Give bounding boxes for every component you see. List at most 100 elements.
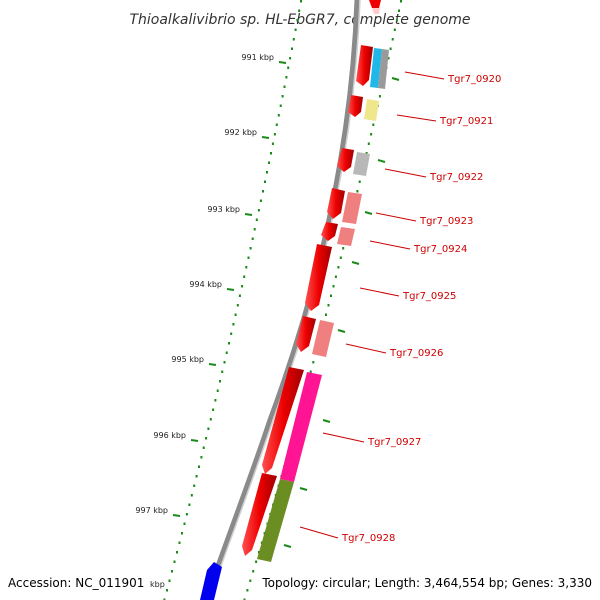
gc-dot [367,142,370,145]
gc-dot [232,323,235,326]
gc-dot [188,503,191,506]
gc-dot [259,199,262,202]
category-bar [353,152,370,176]
gc-dot [257,551,260,554]
gc-tick [299,487,308,491]
gc-dot [190,494,193,497]
gc-dot [252,570,255,573]
gc-dot [193,484,196,487]
gc-dot [243,598,246,600]
category-bar [337,227,355,246]
gc-dot [300,0,302,3]
gc-dot [296,19,299,22]
kbp-label: 992 kbp [224,128,257,137]
category-bar [378,49,389,89]
gc-dot [334,275,337,278]
gc-dot [253,228,256,231]
map-title: Thioalkalivibrio sp. HL-EbGR7, complete … [129,12,470,28]
gc-dot [400,0,402,3]
other-strand-gene [200,562,222,600]
kbp-tick [244,213,253,216]
cds-arrow [296,316,316,352]
kbp-tick [226,288,235,291]
gc-dot [283,85,286,88]
gc-dot [257,209,260,212]
category-bar [312,320,334,357]
gene-leader-line [384,168,427,178]
kbp-label: 996 kbp [153,431,186,440]
gc-dot [247,256,250,259]
gc-dot [327,304,330,307]
gc-dot [221,370,224,373]
gc-dot [228,342,230,345]
gene-label: Tgr7_0923 [419,216,473,227]
gc-dot [339,256,342,259]
gc-dot [365,152,368,155]
gc-dot [378,95,381,98]
gene-label: Tgr7_0921 [439,116,493,127]
gc-dot [358,180,361,183]
gc-dot [281,95,284,98]
gc-dot [255,560,258,563]
cds-arrow [337,148,354,172]
kbp-label: 994 kbp [189,280,222,289]
kbp-tick [172,514,181,517]
gc-dot [185,513,188,516]
gc-dot [271,142,274,145]
gc-dot [337,266,340,269]
gene-leader-line [345,343,387,354]
kbp-label: 991 kbp [241,53,274,62]
gc-dot [370,133,373,136]
gc-dot [262,190,264,193]
category-bar [364,99,379,121]
gene-label: Tgr7_0925 [402,291,456,302]
gc-dot [395,19,398,22]
gc-dot [264,180,266,183]
gc-dot [291,47,293,50]
gc-dot [163,598,166,600]
gc-dot [266,171,268,174]
gc-dot [389,47,392,50]
topology-text: Topology: circular; Length: 3,464,554 bp… [261,576,592,590]
gc-tick [322,419,331,423]
cds-arrow [262,367,304,474]
gene-leader-line [396,114,437,122]
cds-arrow [305,244,332,311]
gc-dot [372,123,375,126]
gene-leader-line [404,71,445,80]
gc-dot [234,313,237,316]
gc-dot [387,57,390,60]
gc-tick [364,211,373,215]
gc-dot [312,361,315,364]
gc-dot [200,456,203,459]
accession-text: Accession: NC_011901 [8,576,144,590]
gc-tick [391,77,400,81]
cds-track [242,45,373,556]
gene-label: Tgr7_0928 [341,533,395,544]
gc-dot [166,589,168,592]
gc-dot [251,237,254,240]
cds-arrow [321,222,338,241]
gc-dot [205,437,208,440]
category-bar [342,192,362,224]
kbp-tick [278,61,287,64]
gc-dot [236,304,239,307]
gc-dot [209,418,212,421]
gc-dot [246,589,249,592]
category-bar [370,48,382,88]
gc-dot [275,123,278,126]
gc-dot [173,560,176,563]
gc-tick [283,544,292,548]
gc-dot [176,551,178,554]
cds-arrow [242,473,277,556]
gc-dot [195,475,198,478]
kbp-tick [190,439,199,442]
gc-dot [241,285,244,288]
gc-dot [287,66,290,69]
gc-tick [337,329,346,333]
gene-label: Tgr7_0920 [447,74,501,85]
gc-dot [216,389,219,392]
gc-dot [279,104,282,107]
genome-backbone [203,0,360,600]
